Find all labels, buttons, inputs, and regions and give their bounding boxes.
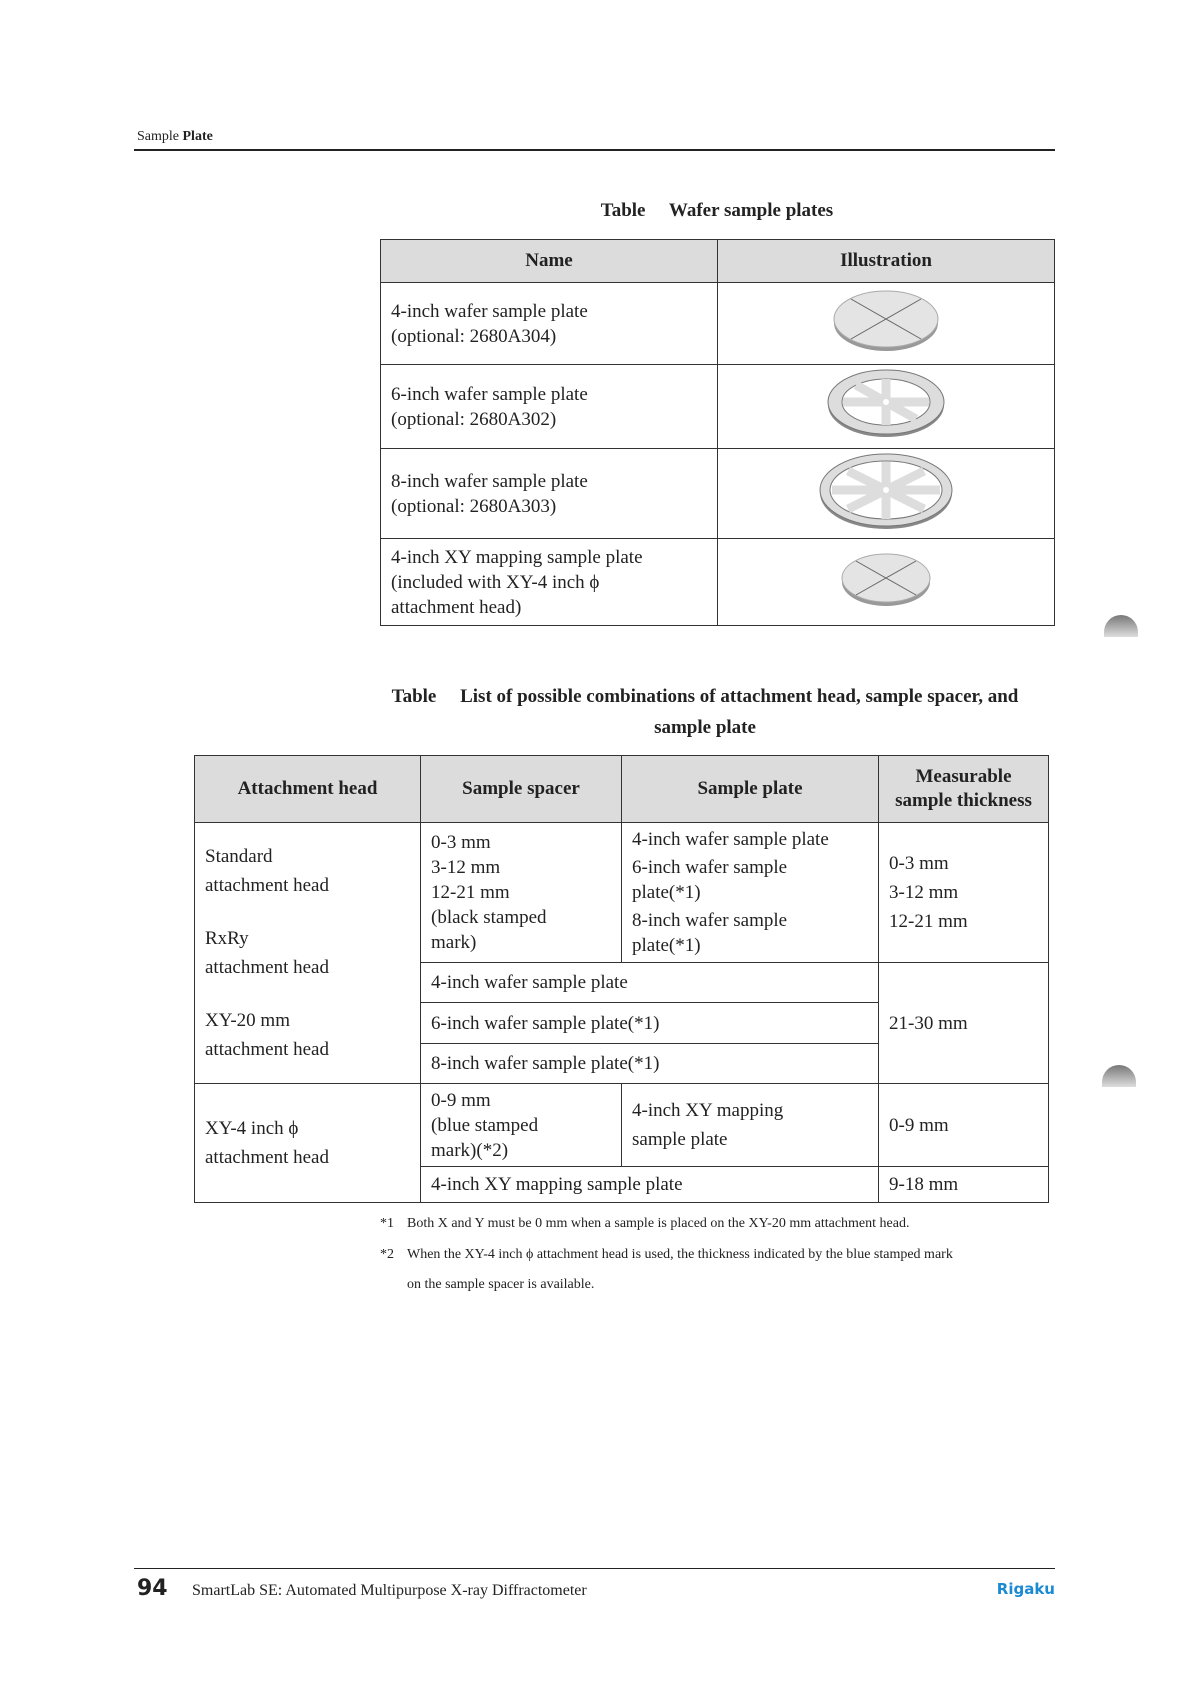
plate: 6-inch wafer sample plate(*1) [420,1002,879,1044]
spoked-wafer-plate-icon [827,369,945,437]
plate-name: 8-inch wafer sample plate [391,470,588,492]
table2-caption: Table List of possible combinations of a… [391,686,1019,707]
col-header: Sample spacer [420,755,622,823]
thickness: 9-18 mm [878,1166,1049,1203]
spacer: mark)(*2) [431,1139,509,1161]
plate: 6-inch wafer sample [632,857,788,878]
col-header: Illustration [717,239,1055,283]
spacer: 3-12 mm [431,857,501,878]
table-row: 4-inch wafer sample plate (optional: 2680… [380,282,1055,365]
plate: 4-inch wafer sample plate [420,962,879,1003]
head-name: RxRy [205,928,249,949]
footnote-marker: *2 [380,1247,394,1262]
footnote-text: Both X and Y must be 0 mm when a sample … [407,1216,910,1231]
plate: 8-inch wafer sample plate(*1) [420,1043,879,1084]
plate-part: attachment head) [391,596,522,618]
table-row: Standard attachment head RxRy attachment h… [194,822,1049,1084]
spacer: mark) [431,932,477,953]
plate-part: (included with XY-4 inch ϕ [391,571,600,593]
table-row: 6-inch wafer sample plate(*1) [195,1002,1049,1044]
plate: 8-inch wafer sample [632,910,788,931]
col-header: Measurable sample thickness [878,755,1049,823]
combinations-table: Attachment head Sample spacer Sample pla… [194,755,1049,1203]
spacer: 12-21 mm [431,882,510,903]
table-row: 6-inch wafer sample plate (optional: 2680… [380,364,1055,449]
head-name: attachment head [205,1147,329,1168]
scan-mark [1104,615,1138,637]
table-row: XY-4 inch ϕ attachment head 0-9 mm (blue s… [194,1083,1049,1203]
plate-name: 4-inch XY mapping sample plate [391,546,643,568]
thickness: 12-21 mm [889,911,968,932]
plate-name: 4-inch wafer sample plate [391,300,588,322]
spacer: 0-3 mm [431,832,491,853]
table-row: 4-inch XY mapping sample plate 9-18 mm [195,1166,1049,1203]
plate: plate(*1) [632,882,701,903]
table-row: 8-inch wafer sample plate(*1) [195,1043,1049,1084]
plate-name: 6-inch wafer sample plate [391,383,588,405]
table-row: 4-inch wafer sample plate 21-30 mm [195,962,1049,1084]
head-name: attachment head [205,957,329,978]
col-header: Attachment head [194,755,421,823]
header-rule [134,149,1055,151]
plate: 4-inch XY mapping [632,1100,784,1121]
thickness: 3-12 mm [889,882,959,903]
footnote-marker: *1 [380,1216,394,1231]
plate: 4-inch XY mapping sample plate [420,1166,879,1203]
table1-caption: Table Wafer sample plates [600,200,834,221]
col-header: Name [380,239,718,283]
plate-part: (optional: 2680A302) [391,408,557,430]
plate-part: (optional: 2680A303) [391,495,557,517]
plain-wafer-plate-small-icon [841,553,931,606]
wafer-plates-table: Name Illustration 4-inch wafer sample pla… [380,239,1055,626]
footnote-text-cont: on the sample spacer is available. [407,1277,595,1292]
head-name: XY-20 mm [205,1010,290,1031]
spacer: 0-9 mm [431,1089,491,1111]
table-row: 4-inch XY mapping sample plate (included … [380,538,1055,626]
head-name: attachment head [205,1039,329,1060]
plate: 4-inch wafer sample plate [632,829,829,850]
header-text-bold: Plate [182,129,213,144]
running-header: Sample Plate [137,129,213,145]
footnote-text: When the XY-4 inch ϕ attachment head is … [407,1247,953,1262]
thickness: 21-30 mm [878,962,1049,1084]
plain-wafer-plate-icon [833,290,939,351]
spoked-wafer-plate-large-icon [819,453,953,529]
rigaku-logo: Rigaku [996,1580,1055,1598]
table-row: 8-inch wafer sample plate (optional: 2680… [380,448,1055,539]
thickness: 0-3 mm [889,853,949,874]
footer-rule [134,1568,1055,1569]
table2-caption-cont: sample plate [654,717,756,738]
thickness: 0-9 mm [878,1083,1049,1167]
page-number: 94 [137,1576,168,1601]
head-name: attachment head [205,875,329,896]
header-text: Sample [137,129,179,144]
head-name: XY-4 inch ϕ [205,1118,299,1139]
plate-part: (optional: 2680A304) [391,325,557,347]
plate: plate(*1) [632,935,701,956]
plate: sample plate [632,1129,728,1150]
spacer: (black stamped [431,907,547,928]
head-name: Standard [205,846,273,867]
document-title: SmartLab SE: Automated Multipurpose X-ra… [192,1582,587,1599]
spacer: (blue stamped [431,1114,539,1136]
col-header: Sample plate [621,755,879,823]
scan-mark [1102,1065,1136,1087]
